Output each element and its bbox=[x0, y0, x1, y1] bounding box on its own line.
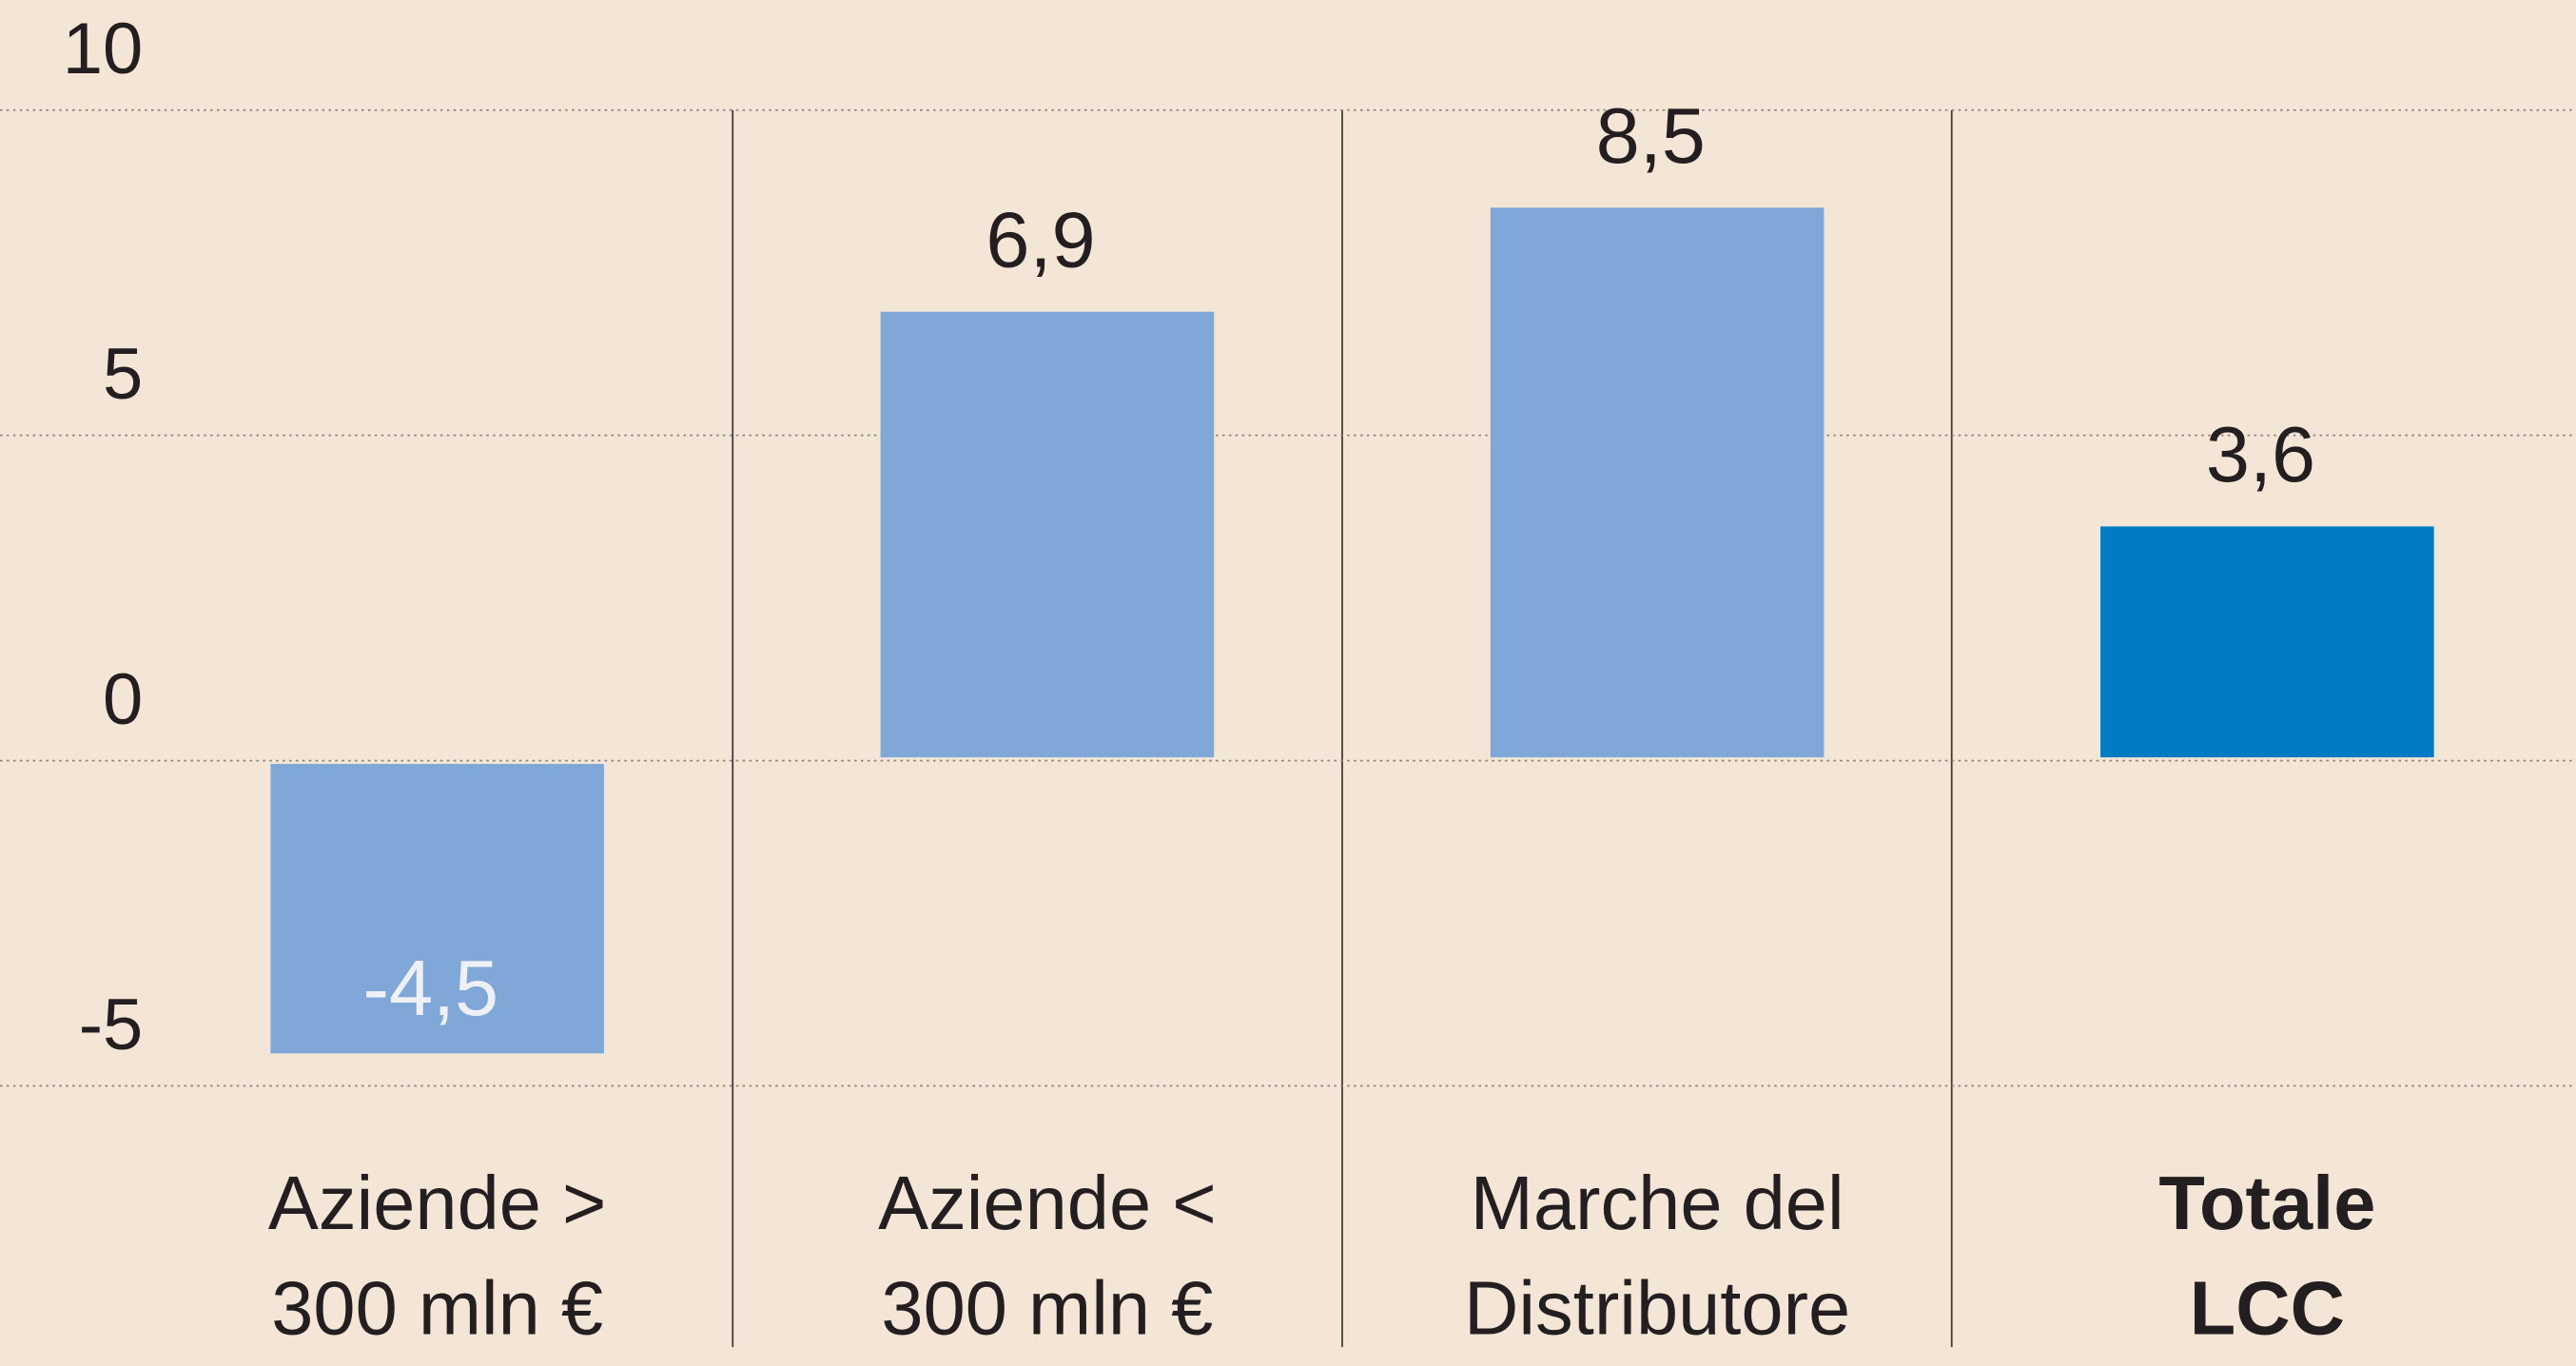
bar bbox=[2100, 526, 2434, 758]
bar bbox=[1490, 207, 1825, 758]
x-tick-label: Totale LCC bbox=[2158, 1160, 2376, 1351]
x-tick-label: Aziende > 300 mln € bbox=[267, 1160, 607, 1351]
y-tick-label: 0 bbox=[103, 659, 143, 740]
value-label: 8,5 bbox=[1596, 91, 1706, 180]
value-label: -4,5 bbox=[362, 944, 498, 1032]
x-tick-label: Marche del Distributore bbox=[1464, 1160, 1851, 1351]
x-tick-label: Aziende < 300 mln € bbox=[878, 1160, 1217, 1351]
x-tick-label-box: Aziende > 300 mln € bbox=[267, 1160, 607, 1351]
bar bbox=[880, 311, 1215, 758]
y-tick-label: -5 bbox=[79, 985, 144, 1065]
bar bbox=[270, 764, 604, 1054]
value-label: 6,9 bbox=[986, 196, 1095, 284]
y-tick-label: 10 bbox=[63, 9, 144, 89]
y-tick-label: 5 bbox=[103, 334, 143, 415]
value-label: 3,6 bbox=[2206, 410, 2315, 498]
x-tick-label-box: Totale LCC bbox=[2158, 1160, 2376, 1351]
x-tick-label-box: Aziende < 300 mln € bbox=[878, 1160, 1217, 1351]
x-tick-label-box: Marche del Distributore bbox=[1464, 1160, 1851, 1351]
